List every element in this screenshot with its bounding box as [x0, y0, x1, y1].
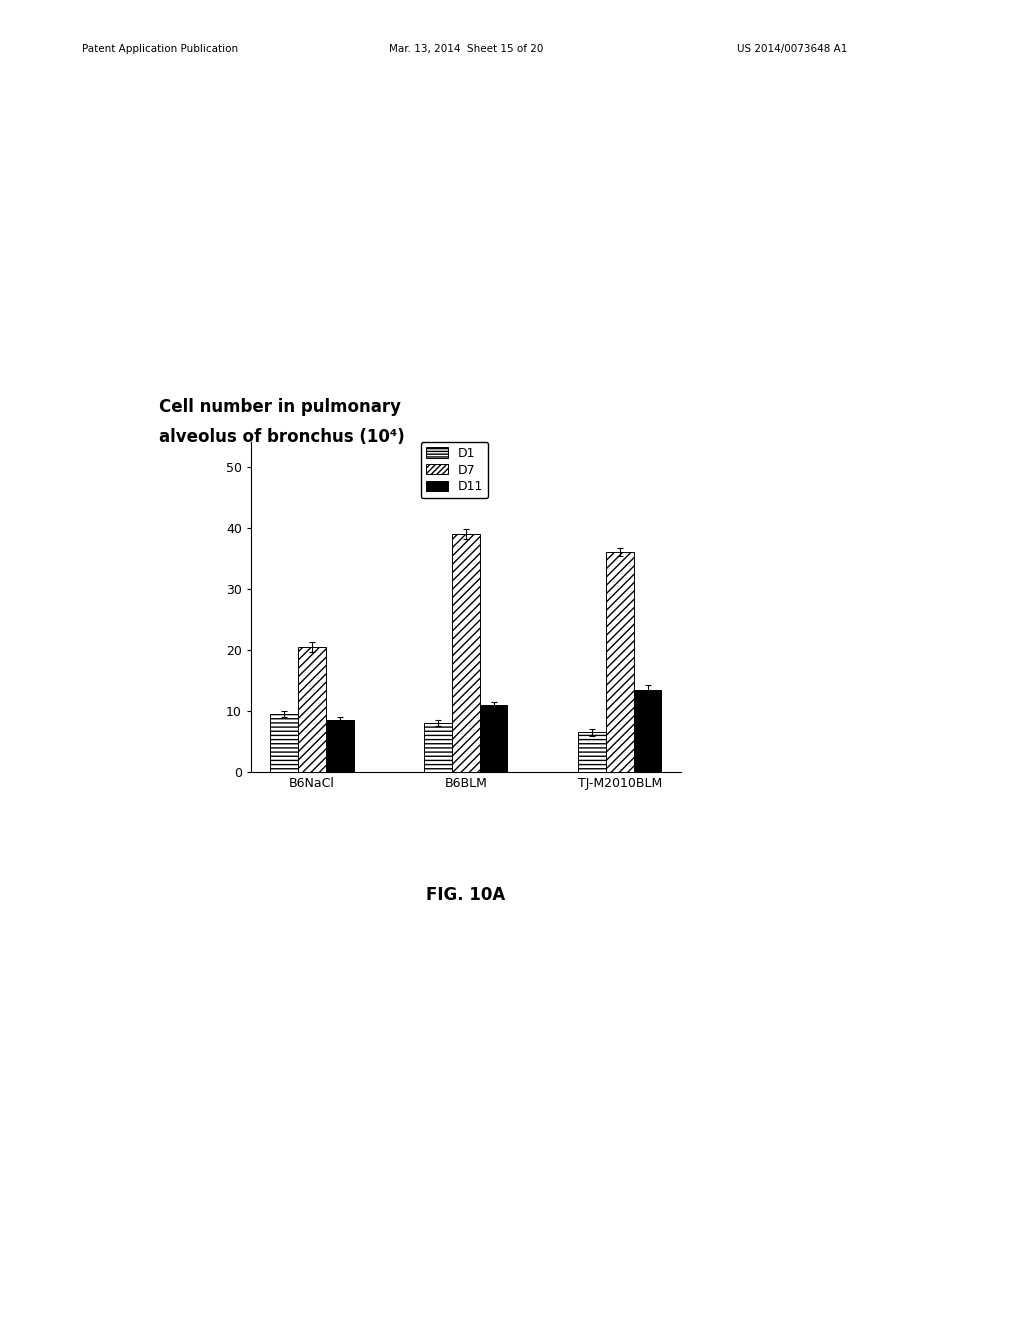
- Bar: [424, 723, 452, 772]
- Bar: [606, 552, 634, 772]
- Text: FIG. 10A: FIG. 10A: [426, 886, 506, 904]
- Text: US 2014/0073648 A1: US 2014/0073648 A1: [737, 44, 848, 54]
- Bar: [298, 647, 326, 772]
- Text: Patent Application Publication: Patent Application Publication: [82, 44, 238, 54]
- Text: Mar. 13, 2014  Sheet 15 of 20: Mar. 13, 2014 Sheet 15 of 20: [389, 44, 544, 54]
- Bar: [326, 721, 353, 772]
- Bar: [452, 533, 480, 772]
- Text: Cell number in pulmonary: Cell number in pulmonary: [159, 397, 400, 416]
- Bar: [480, 705, 508, 772]
- Text: alveolus of bronchus (10⁴): alveolus of bronchus (10⁴): [159, 428, 404, 446]
- Bar: [634, 689, 662, 772]
- Legend: D1, D7, D11: D1, D7, D11: [421, 442, 488, 499]
- Bar: [270, 714, 298, 772]
- Bar: [579, 733, 606, 772]
